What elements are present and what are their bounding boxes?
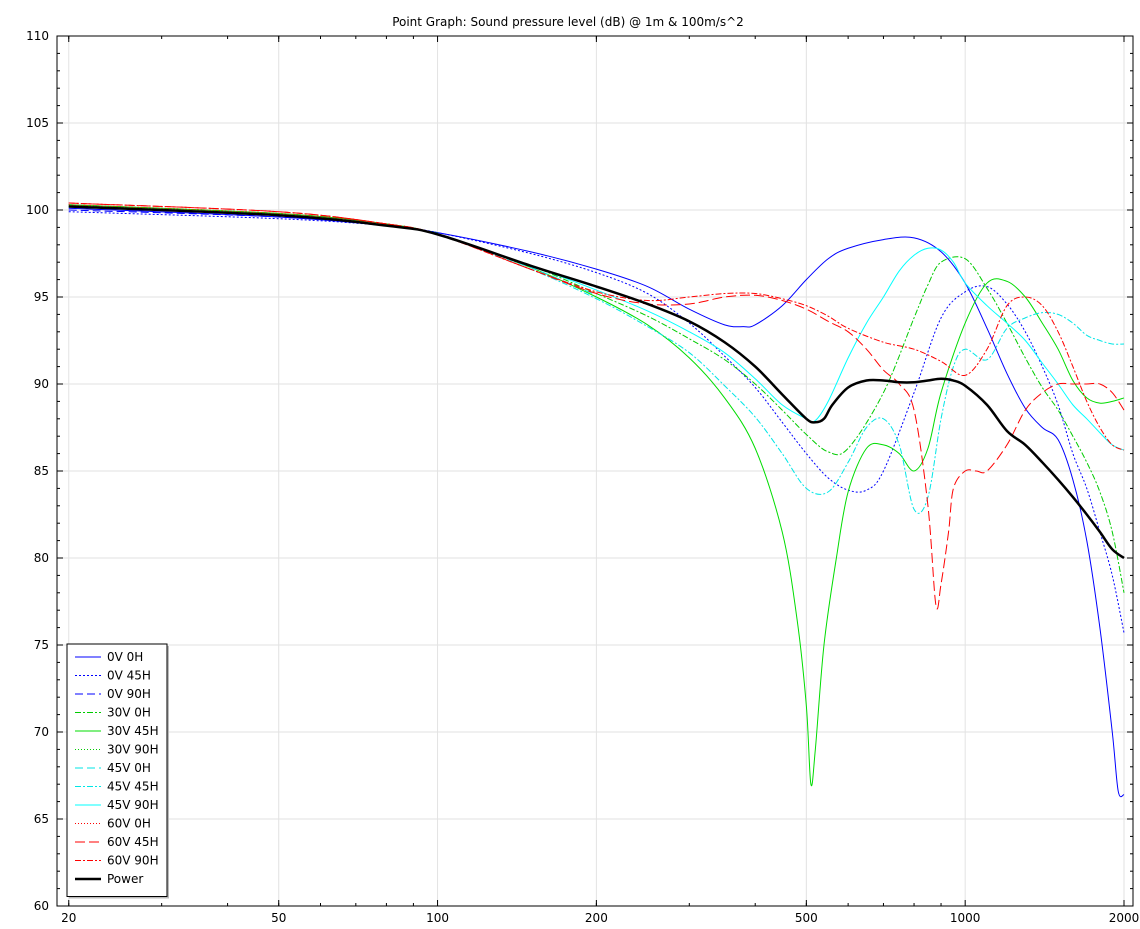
y-tick-label: 75 (34, 638, 49, 652)
series-line-60v-90h (68, 202, 1125, 451)
y-tick-label: 60 (34, 899, 49, 913)
y-tick-label: 110 (26, 29, 49, 43)
legend-label-60v-90h: 60V 90H (107, 854, 159, 868)
legend: 0V 0H 0V 45H 0V 90H 30V 0H 30V 45H 30V 90H 45V… (66, 643, 169, 899)
legend-label-30v-90h: 30V 90H (107, 743, 159, 757)
legend-label-30v-0h: 30V 0H (107, 706, 151, 720)
x-tick-label: 500 (795, 911, 818, 925)
x-tick-label: 1000 (950, 911, 981, 925)
legend-label-0v-45h: 0V 45H (107, 669, 151, 683)
series-line-30v-0h (68, 204, 1125, 593)
grid (57, 35, 1133, 907)
y-tick-label: 65 (34, 812, 49, 826)
y-tick-label: 105 (26, 116, 49, 130)
y-tick-label: 85 (34, 464, 49, 478)
x-tick-label: 200 (585, 911, 608, 925)
x-tick-label: 100 (426, 911, 449, 925)
series-line-60v-45h (68, 202, 1125, 610)
series-line-0v-0h (68, 207, 1125, 798)
axes-ticks: 20 50 100 200 500 1000 2000 60 65 70 75 80 85 90 95 100… (26, 29, 1139, 925)
y-tick-label: 80 (34, 551, 49, 565)
series-line-power (68, 205, 1125, 560)
data-series (68, 202, 1125, 798)
x-tick-label: 20 (61, 911, 76, 925)
y-tick-label: 95 (34, 290, 49, 304)
legend-label-45v-0h: 45V 0H (107, 761, 151, 775)
legend-label-45v-45h: 45V 45H (107, 780, 159, 794)
legend-label-60v-45h: 60V 45H (107, 835, 159, 849)
x-tick-label: 2000 (1109, 911, 1140, 925)
legend-label-30v-45h: 30V 45H (107, 724, 159, 738)
legend-label-0v-0h: 0V 0H (107, 650, 143, 664)
series-line-30v-45h (68, 204, 1125, 787)
y-tick-label: 90 (34, 377, 49, 391)
y-tick-label: 70 (34, 725, 49, 739)
y-tick-label: 100 (26, 203, 49, 217)
chart-title: Point Graph: Sound pressure level (dB) @… (392, 15, 744, 29)
series-line-45v-0h (68, 206, 597, 296)
legend-box (66, 643, 168, 897)
legend-label-45v-90h: 45V 90H (107, 798, 159, 812)
legend-label-60v-0h: 60V 0H (107, 817, 151, 831)
legend-label-0v-90h: 0V 90H (107, 687, 151, 701)
series-line-0v-45h (68, 211, 1125, 633)
legend-label-power: Power (107, 872, 143, 886)
x-tick-label: 50 (271, 911, 286, 925)
